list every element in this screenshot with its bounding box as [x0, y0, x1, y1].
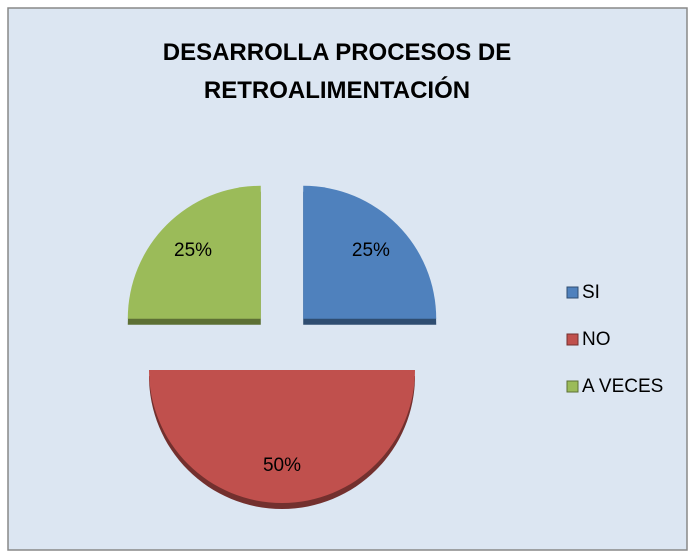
legend-swatch	[566, 380, 579, 393]
data-label: 25%	[352, 240, 390, 261]
legend-swatch	[566, 333, 579, 346]
slice	[127, 185, 261, 319]
data-label: 25%	[174, 240, 212, 261]
slice	[149, 370, 415, 503]
legend-label: SI	[582, 282, 600, 303]
legend-label: NO	[582, 329, 611, 350]
data-label: 50%	[263, 455, 301, 476]
legend-swatch	[566, 286, 579, 299]
chart-title: DESARROLLA PROCESOS DE RETROALIMENTACIÓN	[162, 39, 512, 104]
slice	[303, 185, 437, 319]
legend-label: A VECES	[582, 376, 663, 397]
